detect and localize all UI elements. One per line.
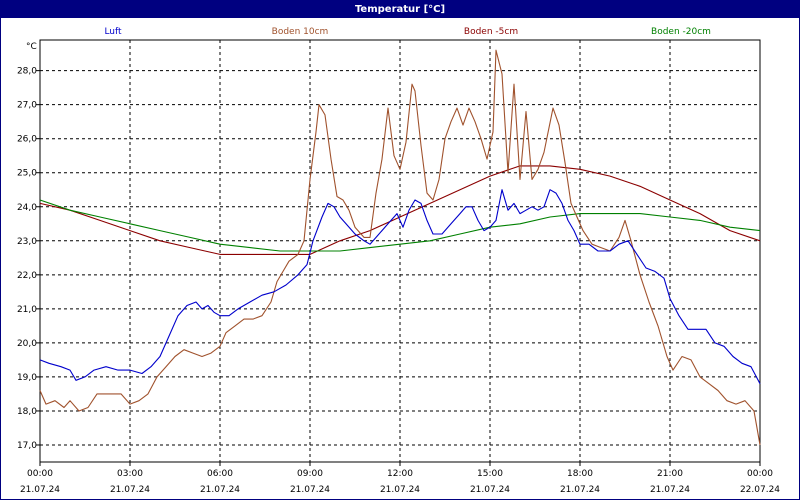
- y-tick-label: 25,0: [17, 169, 37, 179]
- y-tick-label: 18,0: [17, 407, 37, 417]
- series-lines: [39, 49, 761, 446]
- x-tick-time: 03:00: [117, 469, 143, 479]
- x-tick-time: 00:00: [27, 469, 53, 479]
- x-tick-time: 18:00: [567, 469, 593, 479]
- legend-entry: Boden -5cm: [464, 27, 518, 37]
- x-tick-date: 21.07.24: [290, 485, 330, 495]
- series-line-1: [39, 189, 761, 384]
- y-tick-label: 22,0: [17, 271, 37, 281]
- x-tick-time: 09:00: [297, 469, 323, 479]
- y-tick-label: 19,0: [17, 373, 37, 383]
- y-tick-label: 20,0: [17, 339, 37, 349]
- x-axis: 00:00 21.07.24 03:00 21.07.24 06:00 21.07.24 0…: [20, 462, 780, 495]
- y-tick-label: 23,0: [17, 237, 37, 247]
- y-tick-label: 27,0: [17, 101, 37, 111]
- x-tick-time: 21:00: [657, 469, 683, 479]
- legend-entry: Luft: [104, 27, 122, 37]
- y-tick-label: 28,0: [17, 67, 37, 77]
- x-tick-time: 00:00: [747, 469, 773, 479]
- x-tick-date: 21.07.24: [380, 485, 420, 495]
- series-line-2: [39, 49, 761, 446]
- x-tick-time: 15:00: [477, 469, 503, 479]
- y-tick-label: 17,0: [17, 441, 37, 451]
- x-tick-date: 21.07.24: [200, 485, 240, 495]
- x-tick-date: 21.07.24: [560, 485, 600, 495]
- grid: [40, 40, 760, 462]
- y-tick-label: 24,0: [17, 203, 37, 213]
- legend: Luft Boden 10cm Boden -5cm Boden -20cm: [104, 27, 711, 37]
- y-tick-label: 21,0: [17, 305, 37, 315]
- x-tick-time: 06:00: [207, 469, 233, 479]
- series-line-3: [39, 165, 761, 255]
- x-tick-time: 12:00: [387, 469, 413, 479]
- legend-entry: Boden -20cm: [651, 27, 711, 37]
- x-tick-date: 21.07.24: [20, 485, 60, 495]
- x-tick-date: 21.07.24: [470, 485, 510, 495]
- y-axis-label: °C: [26, 42, 37, 52]
- x-tick-date: 22.07.24: [740, 485, 780, 495]
- x-tick-date: 21.07.24: [650, 485, 690, 495]
- series-line-4: [39, 199, 761, 252]
- window-title: Temperatur [°C]: [1, 1, 799, 18]
- y-axis: 17,0 18,0 19,0 20,0 21,0 22,0 23,0 24,0 25,0 26,0…: [17, 67, 40, 451]
- x-tick-date: 21.07.24: [110, 485, 150, 495]
- legend-entry: Boden 10cm: [272, 27, 329, 37]
- y-tick-label: 26,0: [17, 135, 37, 145]
